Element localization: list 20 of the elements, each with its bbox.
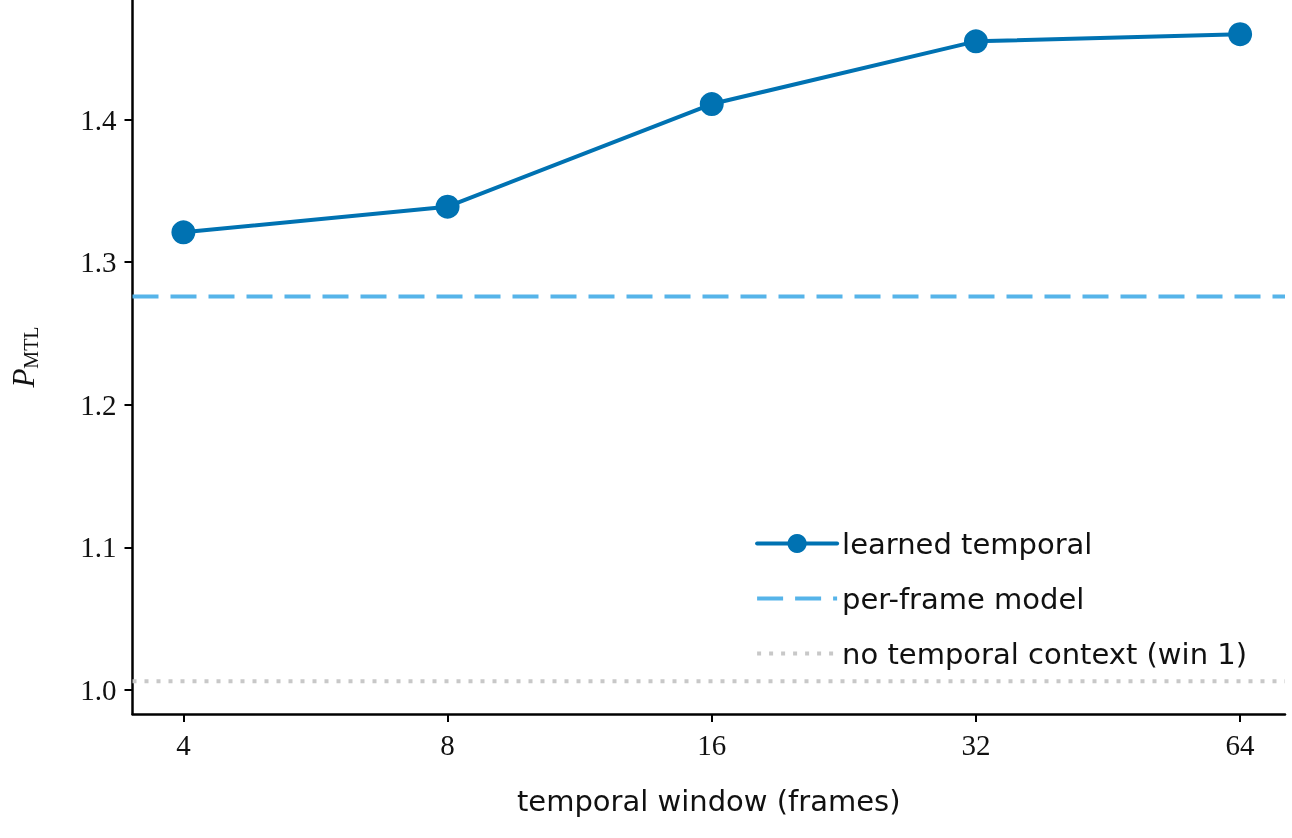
legend-label: learned temporal bbox=[842, 526, 1093, 561]
x-tick-label: 64 bbox=[1225, 728, 1256, 761]
y-tick-label: 1.0 bbox=[80, 673, 117, 706]
point bbox=[1228, 22, 1253, 47]
y-axis-title: PMTL bbox=[6, 326, 42, 389]
x-tick-label: 32 bbox=[961, 728, 991, 761]
y-tick-label: 1.2 bbox=[80, 388, 117, 421]
legend-label: per-frame model bbox=[842, 581, 1085, 616]
point bbox=[171, 220, 196, 245]
point bbox=[435, 194, 460, 219]
x-tick-label: 4 bbox=[176, 728, 192, 761]
legend-label: no temporal context (win 1) bbox=[842, 636, 1248, 671]
point bbox=[963, 29, 988, 54]
point bbox=[699, 92, 724, 117]
x-tick-label: 16 bbox=[697, 728, 727, 761]
y-tick-label: 1.1 bbox=[80, 531, 117, 564]
y-tick-label: 1.4 bbox=[80, 103, 117, 136]
y-tick-label: 1.3 bbox=[80, 246, 117, 279]
x-axis-title: temporal window (frames) bbox=[516, 783, 901, 818]
x-tick-label: 8 bbox=[440, 728, 455, 761]
